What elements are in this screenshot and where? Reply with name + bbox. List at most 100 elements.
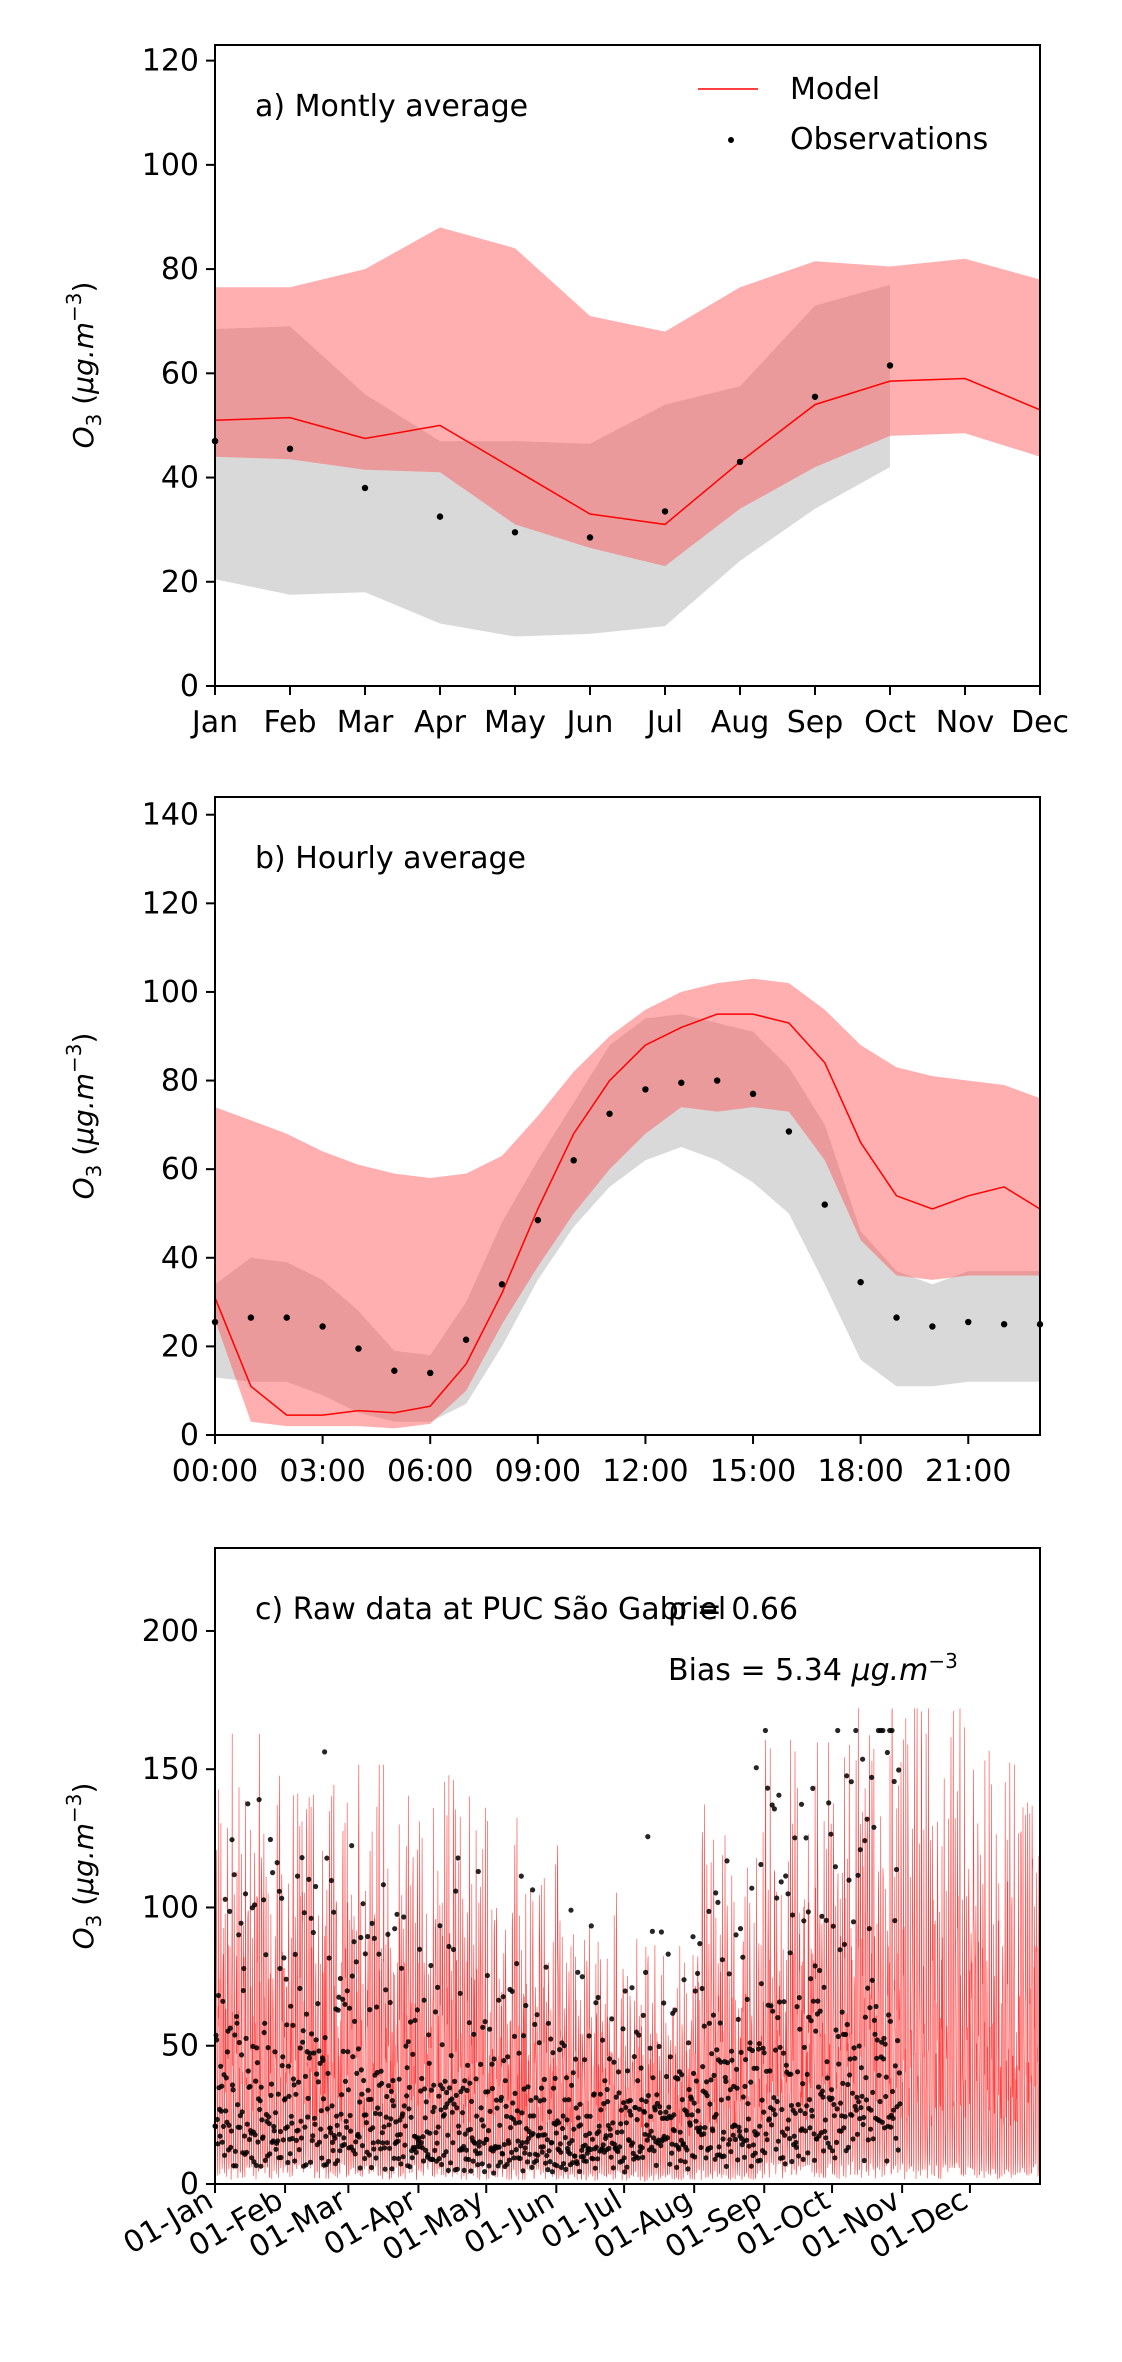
observation-point xyxy=(441,2112,447,2118)
observation-point xyxy=(451,2101,457,2107)
observation-point xyxy=(227,1908,233,1914)
observation-point xyxy=(307,2159,314,2165)
observation-point xyxy=(886,2012,892,2018)
observation-point xyxy=(574,2161,580,2167)
observation-point xyxy=(262,2157,268,2163)
observation-point xyxy=(815,1998,821,2004)
observation-point xyxy=(811,2157,818,2163)
observation-point xyxy=(800,2081,806,2087)
observation-point xyxy=(226,2122,232,2128)
observation-point xyxy=(729,2057,735,2063)
observation-point xyxy=(233,2013,240,2020)
observation-point xyxy=(615,2069,622,2075)
observation-point xyxy=(536,2040,542,2046)
observation-point xyxy=(493,2097,499,2103)
observation-point xyxy=(871,2017,878,2023)
observation-point xyxy=(839,2009,845,2015)
observation-point xyxy=(489,2085,495,2092)
x-tick-label: Jun xyxy=(565,705,614,740)
observation-point xyxy=(623,2120,630,2126)
observation-point xyxy=(809,2113,815,2119)
observation-point xyxy=(749,2047,756,2054)
observation-point xyxy=(345,2087,351,2093)
observation-point xyxy=(452,2078,458,2084)
observation-point xyxy=(597,2091,604,2097)
observation-point xyxy=(464,2087,470,2094)
observation-point xyxy=(325,2070,331,2076)
observation-point xyxy=(644,2137,650,2143)
observation-point xyxy=(309,2031,315,2037)
panel-c-observation-points xyxy=(212,1727,903,2176)
x-tick-label: Sep xyxy=(787,705,844,740)
observation-point xyxy=(693,2118,699,2124)
observation-point xyxy=(368,2096,374,2102)
observation-point xyxy=(681,1977,687,1983)
observation-point xyxy=(546,2148,552,2154)
observation-point xyxy=(330,2147,336,2154)
observation-point xyxy=(757,2157,763,2163)
observation-point xyxy=(379,2080,385,2086)
x-tick-label: 00:00 xyxy=(172,1454,258,1489)
observation-point xyxy=(296,2079,302,2085)
observation-point xyxy=(476,2139,483,2145)
observation-point xyxy=(215,2141,221,2147)
observation-point xyxy=(244,2121,250,2127)
observation-point xyxy=(819,1913,825,1919)
observation-point xyxy=(406,2106,412,2112)
observation-point xyxy=(861,2114,867,2121)
observation-point xyxy=(557,2141,563,2147)
observation-point xyxy=(784,2126,791,2132)
observation-point xyxy=(602,2078,608,2084)
observation-point xyxy=(433,2130,439,2136)
observation-point xyxy=(450,2140,456,2146)
observation-point xyxy=(569,2137,575,2144)
observation-point xyxy=(701,2023,707,2029)
observation-point xyxy=(314,2071,320,2077)
observation-point xyxy=(359,2091,365,2097)
observation-point xyxy=(725,2095,731,2101)
observation-point xyxy=(728,2149,734,2155)
y-tick-label: 140 xyxy=(142,798,199,833)
observation-point xyxy=(437,1923,443,1929)
observation-point xyxy=(895,2038,901,2044)
observation-point xyxy=(385,2083,392,2089)
observation-point xyxy=(823,2135,829,2141)
observation-point xyxy=(846,1877,852,1883)
observation-point xyxy=(260,2134,266,2140)
observation-point xyxy=(720,2136,726,2142)
observation-point xyxy=(762,2150,768,2156)
observation-point xyxy=(796,1995,802,2001)
observation-point xyxy=(748,2163,754,2169)
observation-point xyxy=(272,2049,278,2055)
observation-point xyxy=(723,2078,729,2084)
observation-point xyxy=(300,2028,306,2034)
observation-point xyxy=(722,2074,728,2081)
observation-point xyxy=(534,2012,540,2018)
legend-model-label: Model xyxy=(790,72,880,107)
observation-point xyxy=(482,2019,488,2025)
panel-a-y-axis-label: O3 (μg.m−3) xyxy=(62,282,106,449)
observation-point xyxy=(494,2105,500,2111)
observation-point xyxy=(559,2125,566,2132)
y-tick-label: 50 xyxy=(161,2029,199,2064)
observation-point xyxy=(736,2124,742,2130)
observation-point xyxy=(836,2061,842,2067)
observation-point xyxy=(817,1967,823,1974)
observation-point xyxy=(386,2122,392,2128)
observation-point xyxy=(857,1278,864,1286)
observation-point xyxy=(252,2132,258,2138)
observation-point xyxy=(759,2097,765,2103)
observation-point xyxy=(283,1976,289,1982)
observation-point xyxy=(381,2145,388,2151)
observation-point xyxy=(491,2056,497,2062)
observation-point xyxy=(241,1965,247,1972)
observation-point xyxy=(747,2040,753,2046)
observation-point xyxy=(785,1891,791,1897)
observation-point xyxy=(804,2071,810,2077)
observation-point xyxy=(835,1727,841,1734)
y-tick-label: 150 xyxy=(142,1752,199,1787)
observation-point xyxy=(781,1999,787,2005)
observation-point xyxy=(679,2072,685,2078)
observation-point xyxy=(237,2124,243,2130)
x-tick-label: Jul xyxy=(645,705,683,740)
